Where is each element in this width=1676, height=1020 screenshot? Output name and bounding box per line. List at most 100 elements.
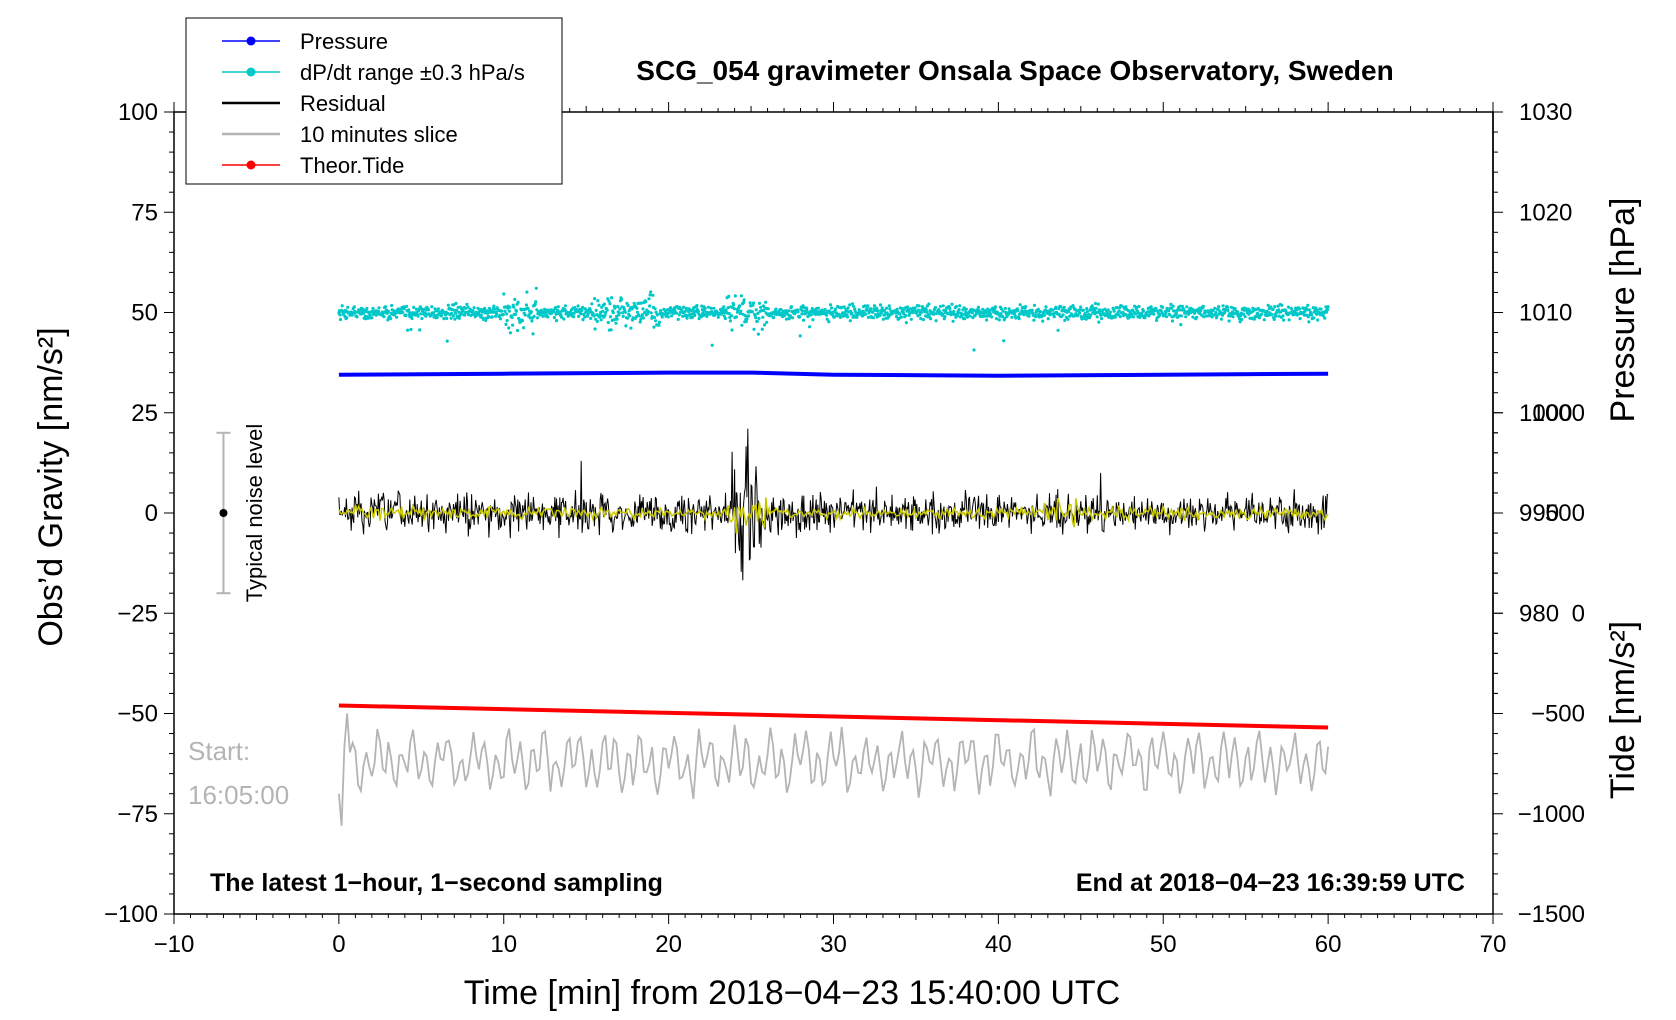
dpdt-point — [420, 316, 424, 321]
dpdt-point — [1003, 316, 1007, 320]
dpdt-point — [960, 312, 965, 316]
dpdt-point — [410, 316, 414, 321]
y-tick-label: 100 — [118, 99, 158, 126]
dpdt-point — [505, 312, 509, 316]
dpdt-point — [365, 306, 369, 311]
dpdt-point — [875, 306, 879, 310]
dpdt-point — [1225, 305, 1230, 310]
dpdt-series — [337, 286, 1330, 352]
dpdt-point — [616, 304, 620, 309]
dpdt-point — [1051, 308, 1055, 312]
dpdt-point — [919, 311, 923, 315]
dpdt-point — [647, 297, 651, 301]
dpdt-point — [563, 308, 567, 312]
legend-label: Pressure — [300, 29, 388, 54]
dpdt-point — [1062, 305, 1066, 309]
dpdt-point — [970, 311, 974, 315]
dpdt-point — [601, 309, 605, 313]
dpdt-point — [580, 305, 585, 309]
dpdt-point — [984, 310, 988, 314]
pressure-tick-label: 1030 — [1519, 99, 1572, 126]
dpdt-point — [593, 327, 597, 331]
dpdt-point — [407, 308, 411, 312]
dpdt-point — [605, 308, 609, 312]
y-tick-label: 25 — [131, 400, 158, 427]
dpdt-point — [866, 304, 870, 308]
slice-start-time: 16:05:00 — [188, 780, 289, 810]
dpdt-point — [1239, 314, 1243, 318]
dpdt-point — [1171, 304, 1175, 308]
dpdt-point — [863, 304, 867, 308]
dpdt-point — [1282, 318, 1286, 322]
dpdt-point — [1042, 313, 1046, 317]
dpdt-point — [764, 300, 768, 304]
dpdt-point — [491, 310, 495, 314]
dpdt-point — [754, 316, 758, 320]
dpdt-point — [1307, 320, 1311, 324]
dpdt-point — [510, 323, 515, 327]
dpdt-point — [1280, 303, 1284, 307]
dpdt-point — [703, 306, 707, 310]
dpdt-point — [1002, 339, 1006, 343]
dpdt-point — [1262, 318, 1266, 322]
dpdt-point — [876, 309, 880, 313]
dpdt-point — [687, 307, 691, 311]
dpdt-point — [944, 309, 948, 313]
dpdt-point — [596, 299, 600, 303]
legend-label: dP/dt range ±0.3 hPa/s — [300, 60, 525, 85]
legend-swatch-marker — [246, 67, 256, 77]
dpdt-point — [697, 317, 701, 321]
dpdt-point — [446, 303, 450, 307]
dpdt-point — [1266, 303, 1270, 307]
dpdt-point — [517, 317, 521, 321]
y-tick-label: 0 — [145, 500, 158, 527]
dpdt-point — [643, 310, 647, 315]
dpdt-point — [750, 310, 755, 314]
dpdt-point — [409, 327, 413, 332]
dpdt-point — [909, 317, 913, 321]
legend-label: 10 minutes slice — [300, 122, 458, 147]
dpdt-point — [486, 314, 490, 318]
tide-tick-label: −1500 — [1518, 901, 1585, 928]
dpdt-point — [1287, 318, 1291, 322]
dpdt-point — [946, 311, 950, 316]
dpdt-point — [696, 310, 701, 314]
dpdt-point — [560, 315, 564, 319]
dpdt-point — [1202, 315, 1206, 319]
dpdt-point — [1321, 314, 1325, 318]
dpdt-point — [798, 315, 802, 319]
dpdt-point — [654, 319, 658, 323]
dpdt-point — [765, 320, 769, 324]
dpdt-point — [762, 323, 767, 327]
dpdt-point — [907, 309, 911, 313]
dpdt-point — [779, 308, 783, 312]
dpdt-point — [865, 306, 869, 310]
dpdt-point — [412, 305, 416, 309]
pressure-axis-title: Pressure [hPa] — [1604, 198, 1642, 423]
dpdt-point — [739, 309, 743, 313]
dpdt-point — [816, 306, 821, 310]
dpdt-point — [479, 313, 483, 317]
y-tick-label: 50 — [131, 300, 158, 327]
dpdt-point — [752, 327, 756, 331]
dpdt-point — [618, 307, 622, 311]
dpdt-point — [632, 301, 636, 305]
dpdt-point — [842, 305, 846, 309]
dpdt-point — [760, 308, 764, 313]
dpdt-point — [1201, 304, 1205, 308]
dpdt-point — [1061, 313, 1065, 317]
dpdt-point — [988, 312, 993, 316]
dpdt-point — [1085, 310, 1089, 314]
dpdt-point — [579, 312, 583, 316]
dpdt-point — [722, 314, 726, 318]
dpdt-point — [772, 315, 776, 319]
dpdt-point — [976, 305, 981, 309]
dpdt-point — [1289, 306, 1293, 311]
dpdt-point — [709, 306, 713, 310]
dpdt-point — [1179, 323, 1183, 327]
dpdt-point — [529, 310, 533, 314]
dpdt-point — [513, 297, 517, 301]
dpdt-point — [1227, 319, 1231, 323]
dpdt-point — [1036, 307, 1040, 311]
dpdt-point — [406, 328, 410, 332]
